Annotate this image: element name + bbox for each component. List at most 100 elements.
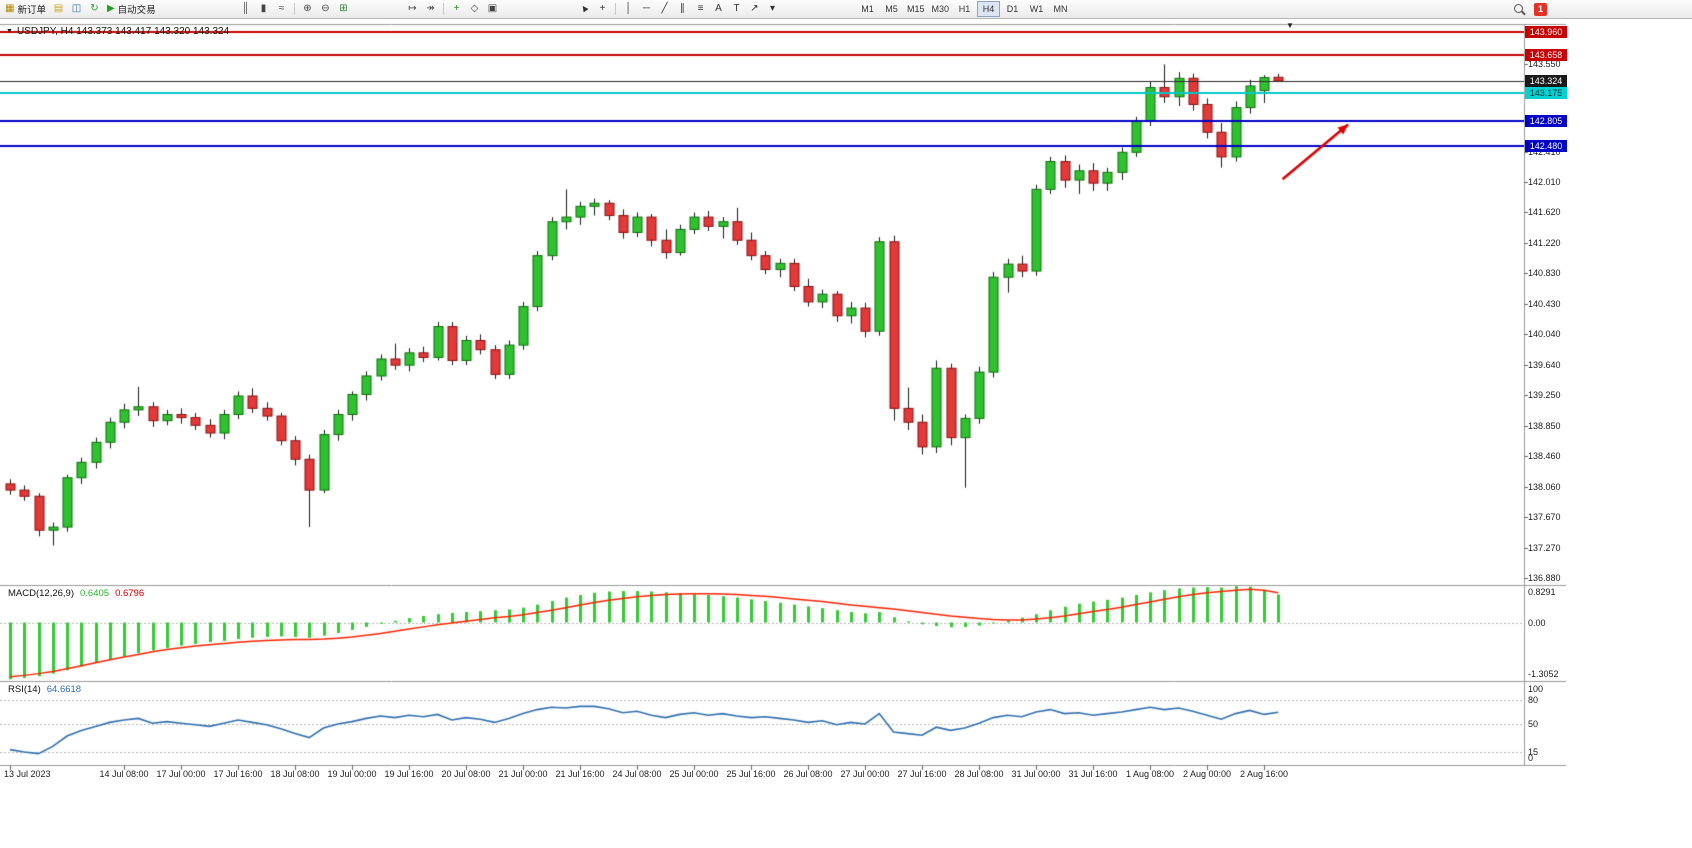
price-tick-label: 138.060 [1528, 482, 1561, 492]
time-axis-label: 24 Jul 08:00 [612, 769, 662, 779]
line-chart-button[interactable]: ≈ [273, 1, 290, 17]
price-line-label: 142.480 [1525, 140, 1567, 152]
time-axis-label: 27 Jul 16:00 [897, 769, 947, 779]
new-order-icon: ▦ [5, 3, 15, 14]
profiles-button[interactable]: ◫ [68, 1, 85, 17]
profiles-icon: ◫ [71, 3, 82, 14]
time-axis-label: 27 Jul 00:00 [840, 769, 890, 779]
timeframe-button-H1[interactable]: H1 [953, 1, 976, 17]
periods-button[interactable]: ◇ [466, 1, 483, 17]
channel-button[interactable]: ∥ [674, 1, 691, 17]
price-tick-label: 140.830 [1528, 268, 1561, 279]
refresh-icon: ↻ [90, 3, 99, 14]
arrow-objects-icon: ↗ [750, 3, 759, 14]
toolbar-group-right: 1 [1510, 0, 1547, 18]
time-axis-label: 18 Jul 08:00 [270, 769, 320, 779]
zoom-in-button[interactable]: ⊕ [299, 1, 316, 17]
timeframe-button-M1[interactable]: M1 [856, 1, 879, 17]
price-tick-label: 138.460 [1528, 451, 1561, 462]
time-axis-label: 13 Jul 2023 [4, 769, 51, 779]
timeframe-button-H4[interactable]: H4 [977, 1, 1001, 17]
tile-windows-button[interactable]: ⊞ [335, 1, 352, 17]
auto-trading-button-label: 自动交易 [117, 5, 156, 16]
trendline-button[interactable]: ╱ [656, 1, 673, 17]
channel-icon: ∥ [680, 3, 685, 14]
time-axis-label: 21 Jul 00:00 [498, 769, 548, 779]
price-line-label: 143.960 [1525, 26, 1567, 38]
notification-badge[interactable]: 1 [1534, 2, 1547, 16]
timeframe-button-D1[interactable]: D1 [1001, 1, 1024, 17]
price-tick-label: 143.550 [1528, 58, 1561, 69]
time-axis-label: 31 Jul 16:00 [1068, 769, 1118, 779]
timeframe-button-MN[interactable]: MN [1049, 1, 1072, 17]
tile-windows-icon: ⊞ [339, 3, 348, 14]
search-icon [1513, 3, 1525, 15]
add-indicator-icon: + [453, 3, 460, 14]
price-line-label: 143.175 [1525, 87, 1567, 99]
price-line-label: 142.805 [1525, 115, 1567, 127]
text-button[interactable]: A [710, 1, 727, 17]
auto-trading-play-icon: ▶ [106, 3, 115, 14]
template-icon: ▣ [487, 3, 498, 14]
price-tick-label: 139.250 [1528, 390, 1561, 401]
candle-chart-button[interactable]: ▮ [255, 1, 272, 17]
rsi-name: RSI(14) [8, 684, 41, 695]
indicators-button[interactable]: + [448, 1, 465, 17]
text-label-icon: T [733, 3, 740, 14]
macd-scale-label: -1.3052 [1528, 669, 1559, 679]
toolbar-group-chart-type: ║ ▮ ≈ ⊕ ⊖ ⊞ [237, 0, 352, 18]
auto-scroll-icon: ↦ [408, 3, 417, 14]
timeframe-button-W1[interactable]: W1 [1025, 1, 1048, 17]
zoom-out-icon: ⊖ [321, 3, 330, 14]
timeframe-button-M30[interactable]: M30 [929, 1, 953, 17]
toolbar-group-timeframes: M1 M5 M15 M30 H1 H4 D1 W1 MN [856, 0, 1072, 18]
chart-collapse-icon[interactable]: ▼ [6, 28, 13, 35]
line-chart-icon: ≈ [278, 3, 285, 14]
chart-shift-marker-icon[interactable]: ▼ [1286, 21, 1294, 30]
horizontal-line-button[interactable]: ─ [638, 1, 655, 17]
timeframe-button-M15[interactable]: M15 [904, 1, 928, 17]
search-button[interactable] [1510, 1, 1528, 17]
zoom-out-button[interactable]: ⊖ [317, 1, 334, 17]
vertical-line-button[interactable]: │ [620, 1, 637, 17]
horizontal-line-icon: ─ [642, 3, 651, 14]
cursor-button[interactable]: ▲ [576, 1, 593, 17]
objects-dropdown[interactable]: ▾ [764, 1, 781, 17]
auto-trading-button[interactable]: ▶ 自动交易 [104, 1, 159, 17]
crosshair-button[interactable]: + [594, 1, 611, 17]
chart-window-button[interactable]: ▤ [50, 1, 67, 17]
timeframe-button-M5[interactable]: M5 [880, 1, 903, 17]
trendline-icon: ╱ [661, 3, 668, 14]
vertical-line-icon: │ [625, 3, 632, 14]
macd-scale-label: 0.8291 [1528, 587, 1556, 597]
rsi-scale-label: 100 [1528, 684, 1544, 694]
arrows-button[interactable]: ↗ [746, 1, 763, 17]
toolbar-group-orders: ▦ 新订单 ▤ ◫ ↻ ▶ 自动交易 [2, 0, 159, 18]
templates-button[interactable]: ▣ [484, 1, 501, 17]
time-axis-label: 28 Jul 08:00 [954, 769, 1004, 779]
text-label-button[interactable]: T [728, 1, 745, 17]
price-line-label: 143.658 [1525, 49, 1567, 61]
time-axis-label: 2 Aug 00:00 [1182, 769, 1232, 779]
rsi-scale-label: 0 [1528, 753, 1534, 763]
macd-signal-value: 0.6796 [115, 588, 145, 599]
bar-chart-button[interactable]: ║ [237, 1, 254, 17]
rsi-scale-label: 50 [1528, 719, 1539, 729]
chart-shift-button[interactable]: ↠ [422, 1, 439, 17]
auto-scroll-button[interactable]: ↦ [404, 1, 421, 17]
time-axis-label: 21 Jul 16:00 [555, 769, 605, 779]
candlestick-icon: ▮ [260, 3, 267, 14]
cursor-icon: ▲ [577, 1, 592, 16]
time-axis-label: 1 Aug 08:00 [1125, 769, 1175, 779]
time-axis-label: 25 Jul 00:00 [669, 769, 719, 779]
price-tick-label: 137.270 [1528, 542, 1561, 553]
time-axis-label: 2 Aug 16:00 [1239, 769, 1289, 779]
toolbar-separator [615, 3, 616, 15]
fibonacci-button[interactable]: ≡ [692, 1, 709, 17]
time-axis-label: 14 Jul 08:00 [99, 769, 149, 779]
refresh-button[interactable]: ↻ [86, 1, 103, 17]
macd-label: MACD(12,26,9) 0.6405 0.6796 [8, 588, 144, 599]
new-order-button[interactable]: ▦ 新订单 [2, 1, 49, 17]
